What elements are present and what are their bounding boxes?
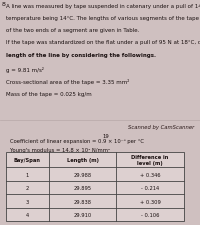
Text: Length (m): Length (m)	[67, 158, 99, 162]
Text: A line was measured by tape suspended in catenary under a pull of 145N, the mean: A line was measured by tape suspended in…	[6, 4, 200, 9]
Text: Young's modulus = 14.8 × 10⁴ N/mm²: Young's modulus = 14.8 × 10⁴ N/mm²	[10, 147, 110, 152]
Text: 29.988: 29.988	[73, 172, 92, 177]
Text: of the two ends of a segment are given in Table.: of the two ends of a segment are given i…	[6, 28, 139, 33]
Bar	[6, 152, 184, 221]
Text: Difference in
level (m): Difference in level (m)	[131, 155, 169, 165]
Text: 29.910: 29.910	[73, 212, 92, 217]
Text: Bay/Span: Bay/Span	[14, 158, 41, 162]
Text: length of the line by considering the followings.: length of the line by considering the fo…	[6, 53, 156, 58]
Text: 29.895: 29.895	[74, 185, 92, 190]
Text: 19: 19	[103, 133, 109, 138]
Text: - 0.106: - 0.106	[141, 212, 159, 217]
Text: 2: 2	[26, 185, 29, 190]
Bar	[6, 152, 184, 221]
Text: Coefficient of linear expansion = 0.9 × 10⁻⁶ per °C: Coefficient of linear expansion = 0.9 × …	[10, 138, 144, 143]
Text: - 0.214: - 0.214	[141, 185, 159, 190]
Text: 8: 8	[2, 2, 6, 7]
Text: temperature being 14°C. The lengths of various segments of the tape and the diff: temperature being 14°C. The lengths of v…	[6, 16, 200, 21]
Text: 29.838: 29.838	[74, 199, 92, 204]
Text: Scanned by CamScanner: Scanned by CamScanner	[128, 124, 194, 129]
Text: + 0.309: + 0.309	[140, 199, 161, 204]
Text: 4: 4	[26, 212, 29, 217]
Text: Cross-sectional area of the tape = 3.35 mm²: Cross-sectional area of the tape = 3.35 …	[6, 78, 129, 84]
Text: Mass of the tape = 0.025 kg/m: Mass of the tape = 0.025 kg/m	[6, 92, 92, 97]
Text: + 0.346: + 0.346	[140, 172, 160, 177]
Text: 1: 1	[26, 172, 29, 177]
Text: 3: 3	[26, 199, 29, 204]
Text: g = 9.81 m/s²: g = 9.81 m/s²	[6, 66, 44, 72]
Text: If the tape was standardized on the flat under a pull of 95 N at 18°C, determine: If the tape was standardized on the flat…	[6, 40, 200, 45]
